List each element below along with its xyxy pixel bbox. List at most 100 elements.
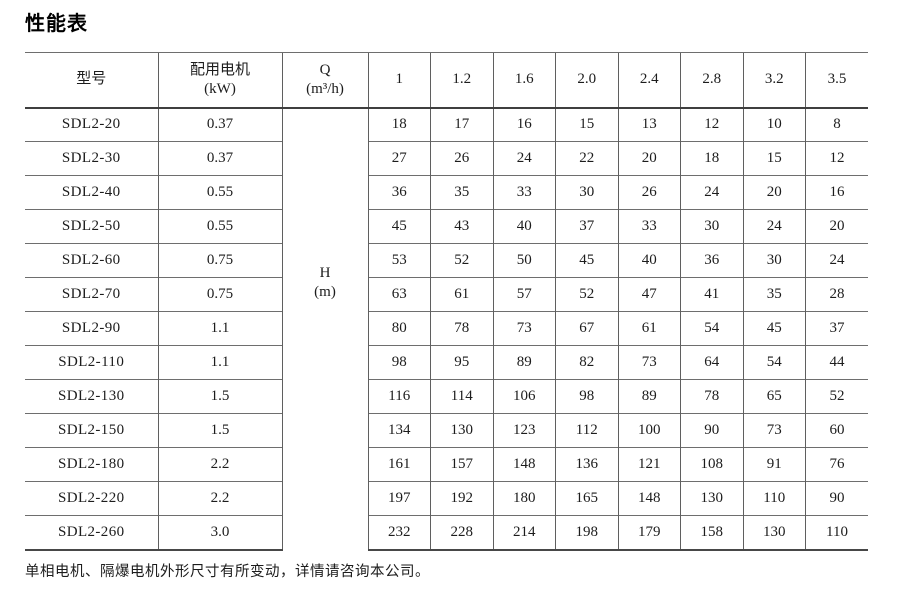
table-header: 型号 配用电机 (kW) Q (m³/h) 1 1.2 1.6 2.0 2.4 2.8 3.… — [25, 52, 868, 109]
motor-power-cell: 3.0 — [157, 515, 282, 551]
head-value-cell: 148 — [617, 481, 681, 516]
head-value-cell: 15 — [555, 107, 618, 142]
head-value-cell: 20 — [742, 175, 806, 210]
head-value-cell: 91 — [742, 447, 806, 482]
motor-header-unit: (kW) — [204, 80, 236, 97]
head-value-cell: 63 — [367, 277, 431, 312]
flow-unit: (m³/h) — [306, 80, 344, 97]
table-row: SDL2-180 2.2 161 157 148 136 121 108 91 76 — [25, 447, 868, 482]
head-value-cell: 24 — [680, 175, 743, 210]
head-value-cell: 232 — [367, 515, 431, 551]
head-value-cell: 89 — [492, 345, 556, 380]
head-value-cell: 41 — [680, 277, 743, 312]
motor-power-cell: 1.1 — [157, 311, 282, 346]
head-value-cell: 110 — [742, 481, 806, 516]
model-cell: SDL2-60 — [25, 243, 158, 278]
head-value-cell: 44 — [805, 345, 868, 380]
head-value-cell: 60 — [805, 413, 868, 448]
performance-table: 型号 配用电机 (kW) Q (m³/h) 1 1.2 1.6 2.0 2.4 2.8 3.… — [25, 52, 868, 551]
head-value-cell: 12 — [805, 141, 868, 176]
motor-column-header: 配用电机 (kW) — [157, 52, 282, 109]
head-value-cell: 130 — [430, 413, 493, 448]
table-row: SDL2-150 1.5 134 130 123 112 100 90 73 60 — [25, 413, 868, 448]
head-value-cell: 116 — [367, 379, 431, 414]
head-value-cell: 179 — [617, 515, 681, 551]
head-value-cell: 95 — [430, 345, 493, 380]
head-value-cell: 8 — [805, 107, 868, 142]
head-value-cell: 100 — [617, 413, 681, 448]
head-value-cell: 108 — [680, 447, 743, 482]
head-value-cell: 12 — [680, 107, 743, 142]
model-header-label: 型号 — [76, 71, 107, 88]
model-cell: SDL2-90 — [25, 311, 158, 346]
head-value-cell: 64 — [680, 345, 743, 380]
model-column-header: 型号 — [25, 52, 158, 109]
model-cell: SDL2-70 — [25, 277, 158, 312]
table-row: SDL2-70 0.75 63 61 57 52 47 41 35 28 — [25, 277, 868, 312]
head-value-cell: 43 — [430, 209, 493, 244]
head-value-cell: 98 — [555, 379, 618, 414]
head-value-cell: 78 — [680, 379, 743, 414]
head-value-cell: 112 — [555, 413, 618, 448]
flow-value-header: 2.0 — [555, 52, 618, 109]
head-value-cell: 16 — [805, 175, 868, 210]
head-value-cell: 82 — [555, 345, 618, 380]
head-value-cell: 73 — [742, 413, 806, 448]
head-value-cell: 36 — [680, 243, 743, 278]
model-cell: SDL2-110 — [25, 345, 158, 380]
head-value-cell: 30 — [555, 175, 618, 210]
head-value-cell: 73 — [617, 345, 681, 380]
head-value-cell: 73 — [492, 311, 556, 346]
head-value-cell: 192 — [430, 481, 493, 516]
model-cell: SDL2-30 — [25, 141, 158, 176]
head-value-cell: 35 — [430, 175, 493, 210]
motor-power-cell: 2.2 — [157, 481, 282, 516]
head-value-cell: 40 — [617, 243, 681, 278]
motor-power-cell: 1.1 — [157, 345, 282, 380]
head-value-cell: 20 — [617, 141, 681, 176]
model-cell: SDL2-20 — [25, 107, 158, 142]
model-cell: SDL2-50 — [25, 209, 158, 244]
flow-column-header: Q (m³/h) — [281, 52, 368, 109]
head-value-cell: 17 — [430, 107, 493, 142]
head-value-cell: 50 — [492, 243, 556, 278]
head-value-cell: 52 — [555, 277, 618, 312]
table-row: SDL2-20 0.37 H (m) 18 17 16 15 13 12 10 8 — [25, 107, 868, 550]
table-row: SDL2-90 1.1 80 78 73 67 61 54 45 37 — [25, 311, 868, 346]
flow-value-header: 3.2 — [742, 52, 806, 109]
head-value-cell: 89 — [617, 379, 681, 414]
head-value-cell: 57 — [492, 277, 556, 312]
head-value-cell: 158 — [680, 515, 743, 551]
head-value-cell: 20 — [805, 209, 868, 244]
head-value-cell: 18 — [680, 141, 743, 176]
head-value-cell: 198 — [555, 515, 618, 551]
head-value-cell: 24 — [742, 209, 806, 244]
head-value-cell: 35 — [742, 277, 806, 312]
head-value-cell: 52 — [430, 243, 493, 278]
flow-value-header: 1.2 — [430, 52, 493, 109]
head-value-cell: 161 — [367, 447, 431, 482]
head-value-cell: 10 — [742, 107, 806, 142]
head-value-cell: 90 — [805, 481, 868, 516]
flow-symbol: Q — [319, 61, 331, 78]
head-value-cell: 61 — [430, 277, 493, 312]
table-row: SDL2-130 1.5 116 114 106 98 89 78 65 52 — [25, 379, 868, 414]
head-value-cell: 37 — [805, 311, 868, 346]
head-value-cell: 67 — [555, 311, 618, 346]
model-cell: SDL2-220 — [25, 481, 158, 516]
head-value-cell: 33 — [492, 175, 556, 210]
head-value-cell: 148 — [492, 447, 556, 482]
head-value-cell: 27 — [367, 141, 431, 176]
head-value-cell: 45 — [742, 311, 806, 346]
flow-value-header: 1 — [367, 52, 431, 109]
head-value-cell: 180 — [492, 481, 556, 516]
flow-value-header: 2.8 — [680, 52, 743, 109]
motor-power-cell: 0.37 — [157, 141, 282, 176]
head-value-cell: 76 — [805, 447, 868, 482]
table-row: SDL2-220 2.2 197 192 180 165 148 130 110 90 — [25, 481, 868, 516]
head-value-cell: 52 — [805, 379, 868, 414]
head-value-cell: 106 — [492, 379, 556, 414]
table-row: SDL2-110 1.1 98 95 89 82 73 64 54 44 — [25, 345, 868, 380]
head-value-cell: 26 — [430, 141, 493, 176]
